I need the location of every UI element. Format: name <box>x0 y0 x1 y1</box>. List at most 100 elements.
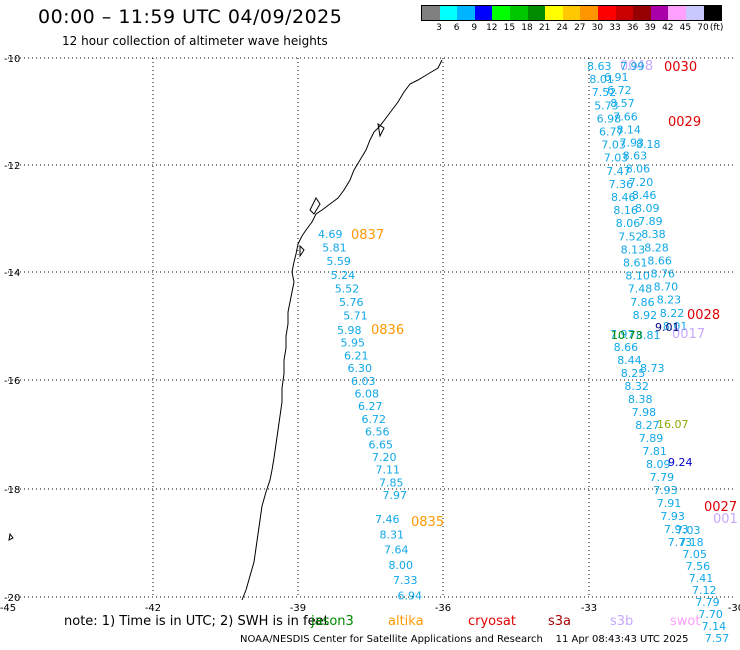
pass-label: 0030 <box>664 60 697 75</box>
y-axis-tick-label: -18 <box>4 485 20 496</box>
legend-swatch <box>527 6 546 20</box>
wave-height-value: 7.20 <box>372 451 397 464</box>
wave-height-value: 7.05 <box>682 548 707 561</box>
legend-swatch <box>457 6 475 20</box>
legend-swatch <box>439 6 458 20</box>
wave-height-value: 5.59 <box>326 255 351 268</box>
x-axis-tick-label: -36 <box>435 603 451 614</box>
satellite-swot: swot <box>670 614 701 629</box>
wave-height-value: 7.89 <box>638 215 663 228</box>
x-axis-tick-label: -33 <box>581 603 597 614</box>
wave-height-value: 8.01 <box>663 320 688 333</box>
wave-height-value: 7.93 <box>664 523 689 536</box>
y-axis-tick-label: -14 <box>4 268 20 279</box>
legend-label: 24 <box>556 23 568 33</box>
wave-height-value: 7.81 <box>642 445 667 458</box>
wave-height-value: 5.98 <box>337 324 362 337</box>
footer-note: note: 1) Time is in UTC; 2) SWH is in fe… <box>64 614 329 629</box>
wave-height-value: 8.61 <box>623 257 648 270</box>
wave-height-value: 7.70 <box>698 608 723 621</box>
wave-height-value: 7.41 <box>689 572 714 585</box>
wave-height-value: 7.56 <box>686 560 711 573</box>
wave-height-value: 7.03 <box>601 139 626 152</box>
legend-label: 12 <box>486 23 498 33</box>
generated-timestamp: 11 Apr 08:43:43 UTC 2025 <box>555 634 689 645</box>
wave-height-value: 7.33 <box>393 574 418 587</box>
legend-label: 18 <box>521 23 533 33</box>
wave-height-value: 7.46 <box>375 513 400 526</box>
wave-height-value: 4.69 <box>318 228 343 241</box>
y-axis-tick-label: -16 <box>4 376 20 387</box>
wave-height-value: 7.57 <box>705 632 730 645</box>
wave-height-value: 8.06 <box>626 163 651 176</box>
legend-label: 45 <box>679 23 692 33</box>
wave-height-value: 8.81 <box>636 329 661 342</box>
x-axis-tick-label: -39 <box>290 603 306 614</box>
wave-height-value: 6.56 <box>365 426 390 439</box>
legend-unit: (ft) <box>709 23 724 33</box>
wave-height-value: 7.12 <box>692 584 717 597</box>
legend-swatch <box>633 6 651 20</box>
wave-height-value: 8.66 <box>614 341 639 354</box>
wave-height-value: 7.52 <box>592 86 617 99</box>
wave-height-value: 7.14 <box>702 620 727 633</box>
wave-height-value: 5.81 <box>322 242 347 255</box>
wave-height-value: 6.27 <box>358 400 383 413</box>
map-subtitle: 12 hour collection of altimeter wave hei… <box>62 34 328 48</box>
wave-height-value-highlight: 9.24 <box>668 456 693 469</box>
wave-height-value: 7.93 <box>660 510 685 523</box>
wave-height-value: 8.46 <box>632 189 657 202</box>
satellite-cryosat: cryosat <box>468 614 516 629</box>
wave-height-value: 7.89 <box>639 432 664 445</box>
wave-height-value: 8.23 <box>657 294 682 307</box>
x-axis-tick-label: -30 <box>728 603 740 614</box>
wave-height-value: 8.10 <box>625 270 650 283</box>
wave-height-value: 8.18 <box>636 138 661 151</box>
coastline <box>241 59 443 601</box>
wave-height-value: 7.98 <box>632 406 657 419</box>
wave-height-value: 8.73 <box>640 362 665 375</box>
legend-color-scale <box>421 5 723 21</box>
wave-height-value: 8.25 <box>621 367 646 380</box>
wave-height-value: 8.09 <box>635 202 660 215</box>
pass-label: 001 <box>713 512 738 527</box>
wave-height-value: 8.16 <box>613 204 638 217</box>
wave-height-value: 5.95 <box>341 337 366 350</box>
wave-height-value: 6.98 <box>597 112 622 125</box>
wave-height-value: 8.01 <box>589 73 614 86</box>
legend-label: 6 <box>453 23 460 33</box>
wave-height-value: 8.09 <box>646 458 671 471</box>
wave-height-value: 7.79 <box>695 596 720 609</box>
wave-height-value-highlight: 10.73 <box>611 329 643 342</box>
legend-label: 3 <box>436 23 442 33</box>
wave-height-value: 7.52 <box>618 230 643 243</box>
wave-height-value: 5.76 <box>339 296 364 309</box>
wave-height-value: 7.73 <box>668 536 693 549</box>
pass-label: 0837 <box>351 228 384 243</box>
wave-height-value: 8.27 <box>635 419 660 432</box>
wave-height-value: 7.03 <box>604 152 629 165</box>
wave-height-value: 5.71 <box>343 310 368 323</box>
wave-height-value: 7.36 <box>609 178 634 191</box>
wave-height-value: 8.70 <box>654 281 679 294</box>
color-legend: 3 6 9 12 15 18 21 24 27 30 33 36 39 42 45 70 (ft) <box>421 5 723 35</box>
wave-height-value: 7.85 <box>379 476 404 489</box>
pass-label: 0835 <box>411 515 444 530</box>
footer-credit: NOAA/NESDIS Center for Satellite Applica… <box>240 634 689 645</box>
x-axis-tick-label: -42 <box>145 603 161 614</box>
wave-height-value-highlight: 9.01 <box>655 321 680 334</box>
wave-height-value: 8.44 <box>617 354 642 367</box>
wave-height-value: 8.32 <box>624 380 649 393</box>
wave-height-value: 6.08 <box>355 388 380 401</box>
legend-label: 9 <box>471 23 478 33</box>
wave-height-value: 8.57 <box>610 97 635 110</box>
wave-height-value: 7.18 <box>679 536 704 549</box>
wave-height-value: 7.93 <box>653 484 678 497</box>
wave-height-value: 6.21 <box>344 349 369 362</box>
legend-swatch <box>703 6 722 20</box>
wave-height-value: 8.14 <box>616 123 641 136</box>
wave-height-value: 8.38 <box>628 393 653 406</box>
satellite-s3b: s3b <box>610 614 634 629</box>
wave-height-value: 8.13 <box>621 243 646 256</box>
wave-height-value: 6.94 <box>398 590 423 603</box>
